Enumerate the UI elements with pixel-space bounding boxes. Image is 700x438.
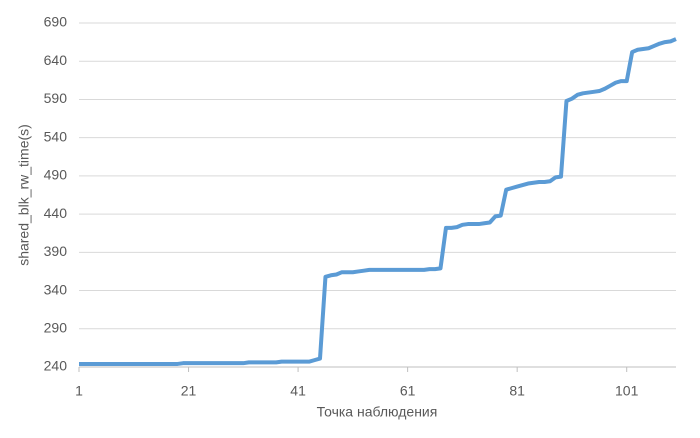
x-tick-label: 1	[75, 383, 83, 399]
x-tick-label: 81	[509, 383, 525, 399]
y-axis-label: shared_blk_rw_time(s)	[16, 124, 32, 266]
x-tick-label: 41	[290, 383, 306, 399]
y-tick-label: 290	[44, 319, 68, 335]
x-tick-label: 61	[400, 383, 416, 399]
y-tick-label: 440	[44, 205, 68, 221]
y-tick-label: 340	[44, 281, 68, 297]
y-tick-label: 240	[44, 358, 68, 374]
y-tick-label: 540	[44, 128, 68, 144]
y-tick-label: 590	[44, 90, 68, 106]
x-axis-label: Точка наблюдения	[317, 404, 438, 420]
y-tick-label: 390	[44, 243, 68, 259]
y-tick-label: 490	[44, 167, 68, 183]
y-tick-label: 690	[44, 14, 68, 30]
x-tick-label: 21	[181, 383, 197, 399]
data-line	[79, 37, 677, 366]
x-tick-label: 101	[615, 383, 639, 399]
y-tick-label: 640	[44, 52, 68, 68]
